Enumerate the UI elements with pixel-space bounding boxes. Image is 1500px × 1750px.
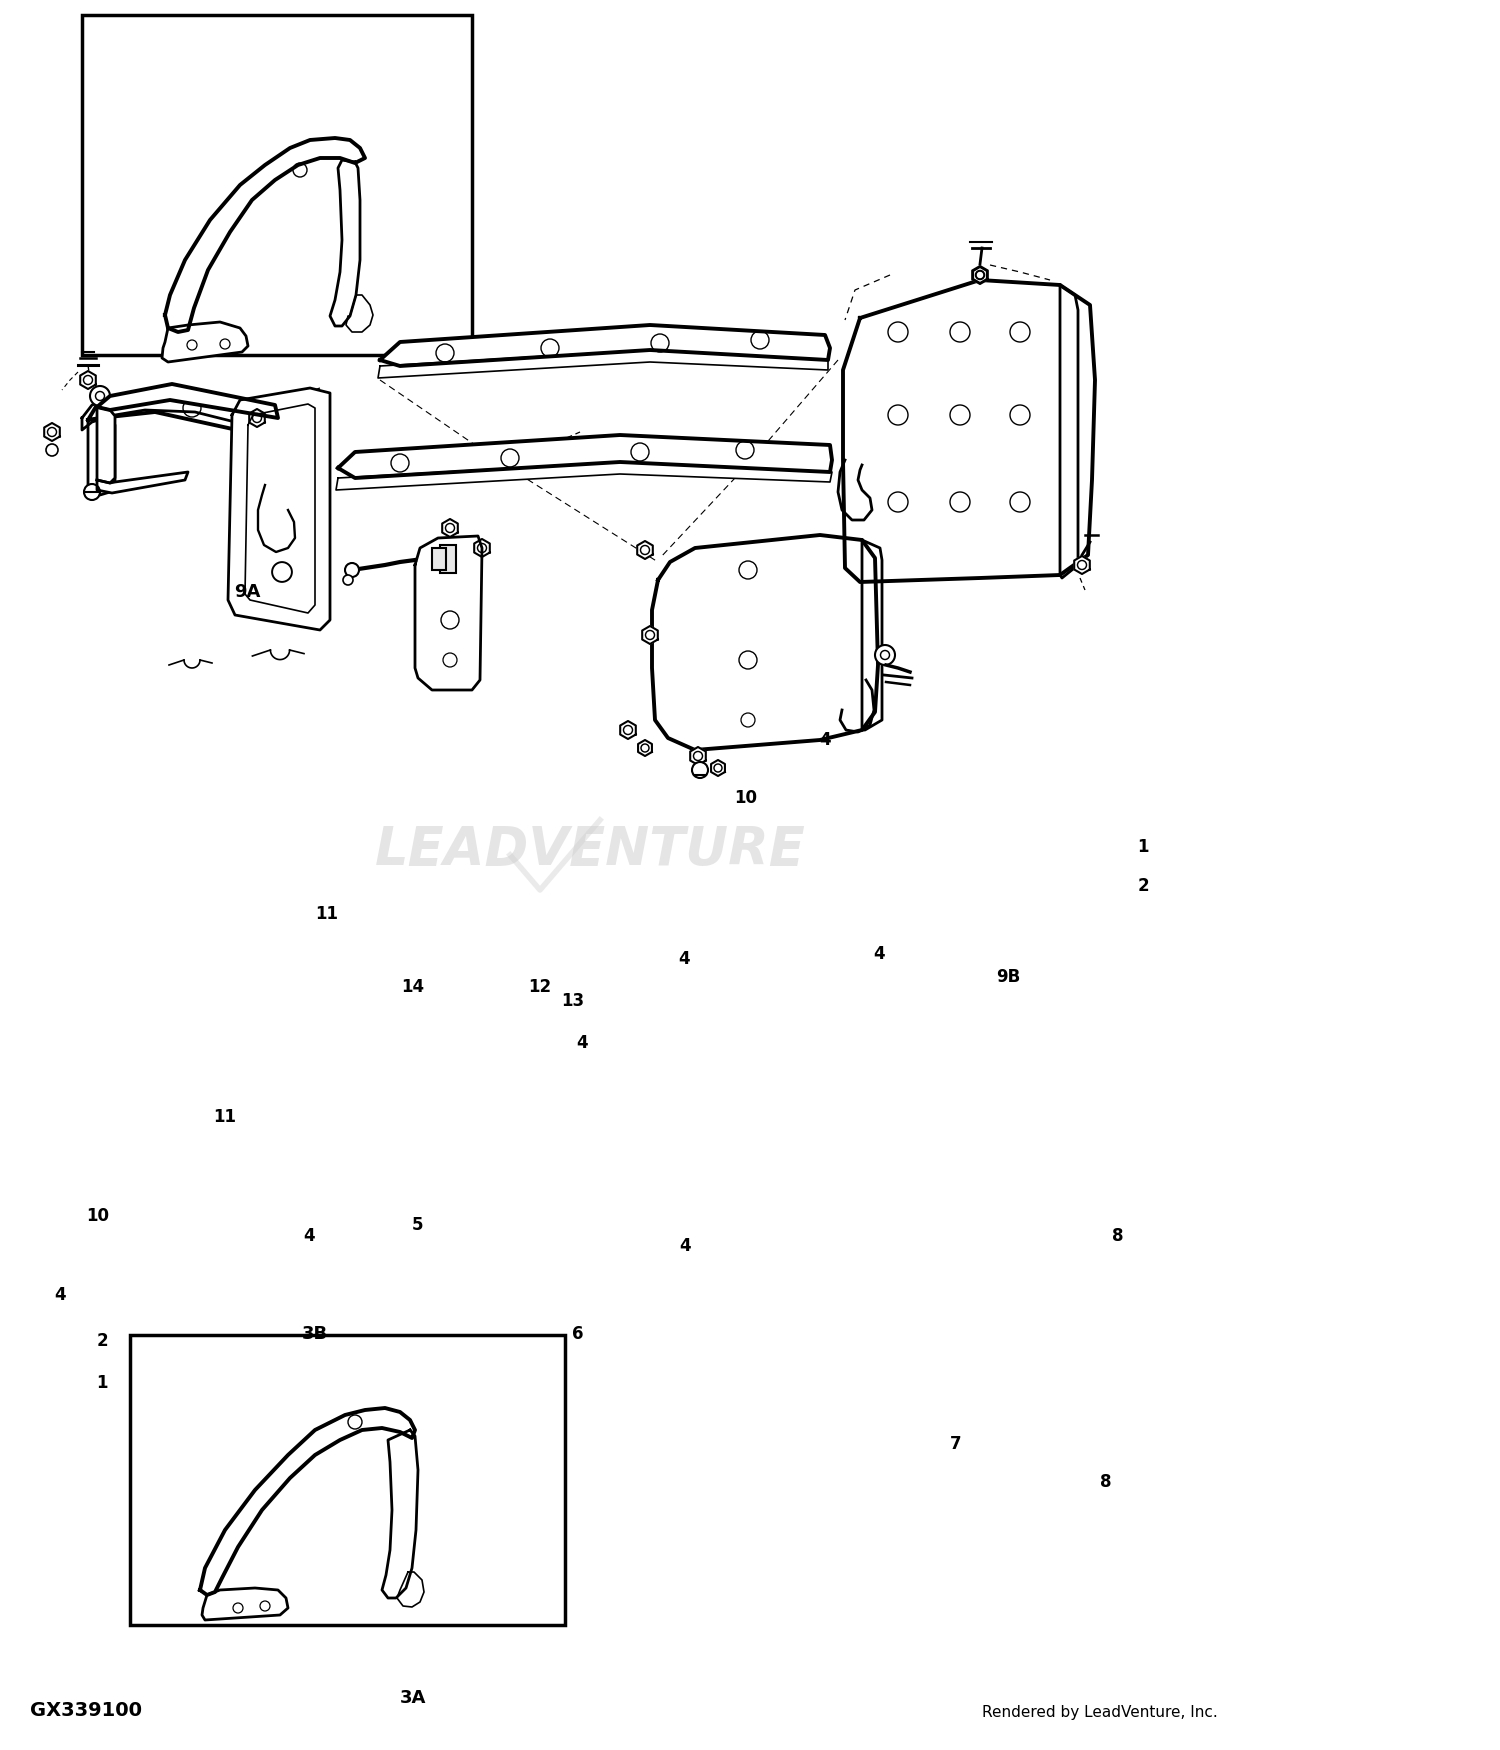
Circle shape	[692, 761, 708, 779]
Polygon shape	[1060, 285, 1078, 578]
Polygon shape	[638, 740, 652, 756]
Polygon shape	[972, 266, 988, 284]
Polygon shape	[336, 462, 833, 490]
Text: 4: 4	[873, 945, 885, 963]
Polygon shape	[98, 473, 188, 494]
Text: 4: 4	[303, 1227, 315, 1244]
Text: 4: 4	[576, 1034, 588, 1052]
Polygon shape	[862, 541, 882, 730]
Text: 11: 11	[213, 1108, 237, 1125]
Polygon shape	[88, 388, 270, 436]
Polygon shape	[638, 541, 652, 558]
Polygon shape	[711, 760, 724, 775]
Polygon shape	[88, 418, 116, 495]
Polygon shape	[620, 721, 636, 738]
Text: 2: 2	[96, 1332, 108, 1349]
Polygon shape	[398, 1572, 424, 1606]
Polygon shape	[346, 296, 374, 332]
Polygon shape	[249, 410, 266, 427]
Text: 1: 1	[96, 1374, 108, 1391]
Polygon shape	[162, 322, 248, 362]
Polygon shape	[652, 536, 878, 751]
Circle shape	[90, 387, 110, 406]
Text: LEADVENTURE: LEADVENTURE	[375, 824, 806, 877]
Circle shape	[344, 576, 352, 584]
Polygon shape	[690, 747, 706, 765]
Polygon shape	[380, 326, 830, 366]
Polygon shape	[98, 383, 278, 418]
Polygon shape	[244, 404, 315, 612]
Polygon shape	[416, 536, 482, 690]
Text: 13: 13	[561, 992, 585, 1010]
Polygon shape	[82, 390, 268, 430]
Text: 14: 14	[400, 978, 424, 996]
Text: 8: 8	[1112, 1227, 1124, 1244]
Polygon shape	[378, 350, 828, 378]
Text: 6: 6	[572, 1325, 584, 1342]
Polygon shape	[202, 1587, 288, 1620]
Text: 10: 10	[734, 789, 758, 807]
Polygon shape	[44, 424, 60, 441]
Circle shape	[46, 444, 58, 457]
Text: 12: 12	[528, 978, 552, 996]
Polygon shape	[1074, 556, 1090, 574]
Polygon shape	[974, 268, 987, 284]
Polygon shape	[165, 138, 364, 332]
Text: 8: 8	[1100, 1474, 1112, 1491]
Polygon shape	[330, 159, 360, 326]
Polygon shape	[80, 371, 96, 388]
Text: GX339100: GX339100	[30, 1701, 142, 1720]
Circle shape	[84, 485, 100, 500]
Polygon shape	[228, 388, 330, 630]
Text: 10: 10	[86, 1208, 109, 1225]
Text: 1: 1	[1137, 838, 1149, 856]
Text: 3B: 3B	[302, 1325, 328, 1342]
Text: 9A: 9A	[234, 583, 261, 600]
Polygon shape	[338, 436, 833, 478]
Text: 7: 7	[950, 1435, 962, 1452]
Polygon shape	[642, 626, 658, 644]
Text: Rendered by LeadVenture, Inc.: Rendered by LeadVenture, Inc.	[982, 1704, 1218, 1720]
Text: 2: 2	[1137, 877, 1149, 894]
Circle shape	[260, 550, 305, 593]
Text: 4: 4	[819, 732, 831, 749]
Bar	[130, 1335, 566, 1626]
Text: 3A: 3A	[399, 1689, 426, 1706]
Polygon shape	[98, 408, 116, 483]
Circle shape	[345, 564, 358, 578]
Polygon shape	[474, 539, 490, 556]
Polygon shape	[200, 1409, 416, 1594]
Text: 11: 11	[315, 905, 339, 922]
Text: 9B: 9B	[996, 968, 1020, 985]
Circle shape	[874, 646, 896, 665]
Polygon shape	[442, 520, 458, 537]
Text: 5: 5	[411, 1216, 423, 1234]
Text: 4: 4	[678, 950, 690, 968]
Bar	[82, 16, 472, 355]
Text: 4: 4	[54, 1286, 66, 1304]
Polygon shape	[382, 1430, 418, 1598]
Bar	[440, 544, 456, 572]
Bar	[432, 548, 445, 570]
Text: 4: 4	[680, 1237, 692, 1255]
Polygon shape	[843, 280, 1095, 583]
